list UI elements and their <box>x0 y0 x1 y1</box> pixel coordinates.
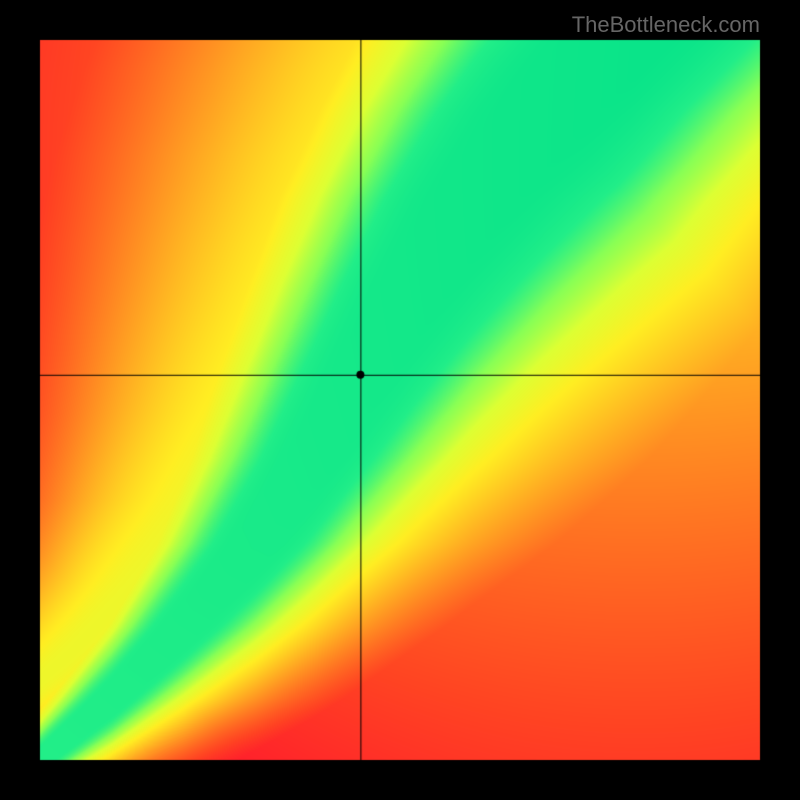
watermark-text: TheBottleneck.com <box>572 12 760 38</box>
bottleneck-heatmap <box>0 0 800 800</box>
